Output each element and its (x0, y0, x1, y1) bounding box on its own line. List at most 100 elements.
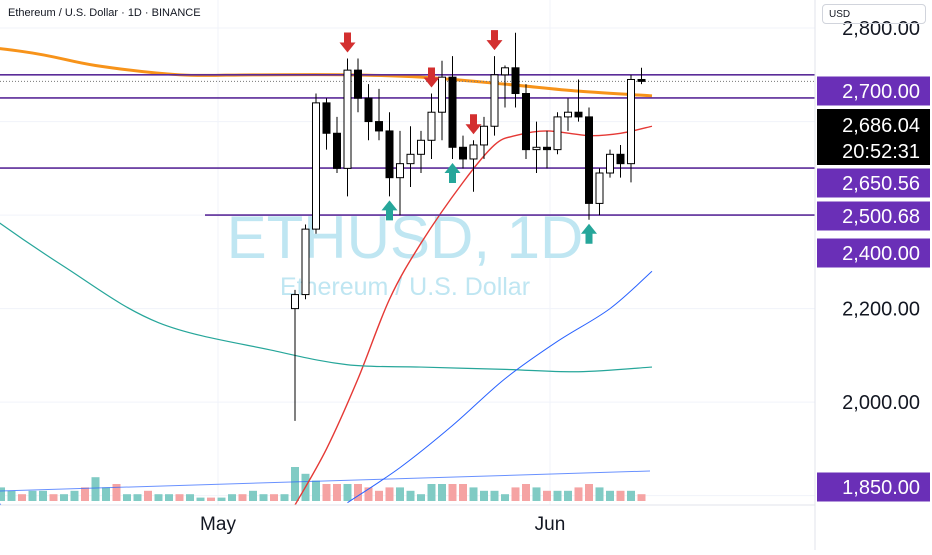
volume-bar (417, 494, 425, 501)
candle-body (396, 163, 404, 179)
candle-body (553, 116, 562, 151)
time-axis: May Jun (200, 514, 565, 535)
volume-bar (18, 494, 26, 501)
current-price-bg (817, 109, 930, 165)
volume-bar (259, 494, 268, 501)
candle-body (637, 78, 646, 82)
sell-arrow-icon (465, 114, 482, 135)
volume-bar (0, 487, 5, 501)
volume-bar (459, 484, 467, 501)
candle-body (595, 172, 604, 204)
volume-bar (154, 494, 163, 501)
volume-bar (627, 490, 635, 501)
volume-bar (91, 477, 100, 501)
candle-body (469, 144, 478, 160)
volume-bar (564, 490, 572, 501)
level-label-bg (817, 201, 930, 231)
volume-bar (448, 484, 457, 501)
volume-bar (217, 497, 226, 501)
volume-bar (427, 484, 436, 501)
volume-bar (49, 494, 58, 501)
sell-arrow-icon (339, 32, 356, 53)
volume-bar (165, 494, 173, 501)
level-label-bg (817, 238, 930, 268)
candle-body (438, 76, 446, 113)
volume-bar (207, 497, 215, 501)
volume-bar (343, 484, 352, 501)
volume-bar (333, 484, 341, 501)
price-tick-label: 2,200.00 (842, 299, 920, 321)
volume-bar (312, 480, 320, 501)
volume-bars (0, 467, 651, 501)
candle-body (616, 153, 625, 165)
volume-bar (322, 484, 331, 501)
volume-bar (616, 490, 625, 501)
candle-body (301, 228, 310, 296)
volume-bar (196, 497, 205, 501)
currency-selector[interactable]: USD (822, 4, 926, 24)
candle-body (354, 69, 362, 99)
volume-bar (543, 490, 551, 501)
candle-body (543, 146, 551, 151)
sell-arrow-icon (423, 67, 440, 88)
volume-bar (175, 494, 184, 501)
candle-body (364, 97, 373, 123)
volume-bar (228, 494, 236, 501)
level-label: 2,500.68 (842, 206, 920, 228)
volume-bar (7, 490, 16, 501)
volume-bar (511, 487, 520, 501)
candle-body (501, 67, 509, 76)
time-tick-label: May (200, 514, 236, 535)
volume-bar (375, 490, 383, 501)
volume-bar (438, 484, 446, 501)
level-label: 2,400.00 (842, 243, 920, 265)
level-label-bg (817, 472, 930, 502)
price-tick-label: 2,000.00 (842, 392, 920, 414)
countdown-label: 20:52:31 (842, 141, 920, 163)
volume-bar (81, 487, 89, 501)
moving-average-line (347, 270, 653, 504)
level-label-bg (817, 168, 930, 198)
volume-bar (501, 494, 509, 501)
candle-body (291, 294, 299, 310)
candlesticks (291, 32, 646, 421)
volume-bar (238, 494, 247, 501)
candle-body (459, 146, 467, 160)
candle-body (427, 111, 436, 141)
level-label: 2,700.00 (842, 81, 920, 103)
volume-bar (480, 490, 488, 501)
volume-bar (364, 487, 373, 501)
volume-bar (144, 490, 152, 501)
buy-arrow-icon (381, 200, 398, 221)
volume-bar (28, 490, 37, 501)
current-price-label: 2,686.04 (842, 115, 920, 137)
volume-bar (249, 490, 257, 501)
volume-bar (102, 487, 110, 501)
candle-body (627, 78, 635, 165)
candle-body (448, 76, 457, 148)
volume-bar (522, 484, 530, 501)
volume-bar (595, 487, 604, 501)
volume-ma-line (0, 470, 651, 492)
volume-bar (39, 490, 47, 501)
symbol-header: Ethereum / U.S. Dollar · 1D · BINANCE (8, 7, 201, 19)
volume-bar (354, 484, 362, 501)
level-label: 2,650.56 (842, 173, 920, 195)
volume-bar (280, 494, 289, 501)
candle-body (511, 67, 520, 95)
time-tick-label: Jun (535, 514, 566, 535)
candle-body (490, 74, 499, 127)
volume-bar (270, 494, 278, 501)
volume-bar (490, 490, 499, 501)
sell-arrow-icon (486, 30, 503, 51)
watermark-name: Ethereum / U.S. Dollar (280, 273, 530, 301)
volume-bar (133, 494, 142, 501)
signal-arrows (339, 30, 597, 244)
volume-bar (469, 487, 478, 501)
volume-bar (553, 490, 562, 501)
volume-bar (186, 494, 194, 501)
volume-bar (123, 494, 131, 501)
candle-body (385, 130, 394, 179)
